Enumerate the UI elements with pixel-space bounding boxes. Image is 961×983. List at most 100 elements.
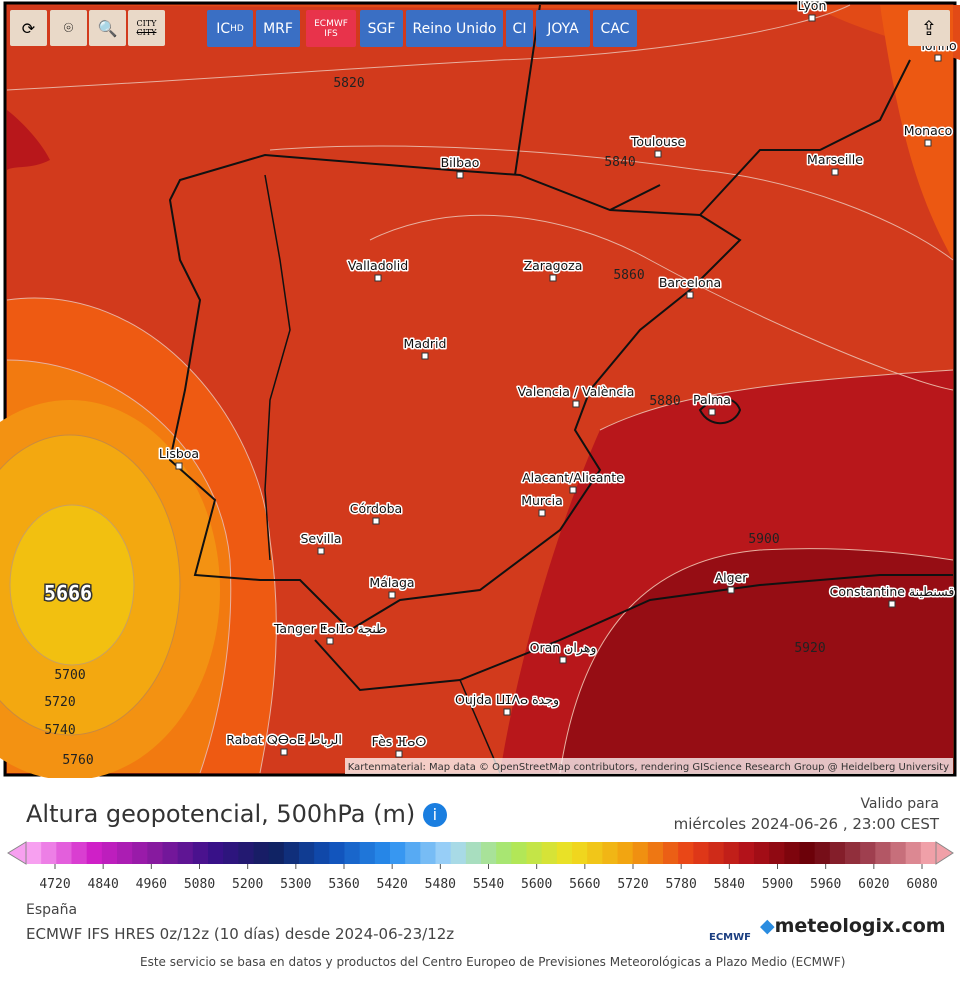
colorbar-swatch: [56, 842, 72, 864]
colorbar-swatch: [238, 842, 254, 864]
footer: Este servicio se basa en datos y product…: [140, 955, 846, 969]
contour-label: 5900: [748, 532, 779, 547]
colorbar-swatch: [177, 842, 194, 864]
colorbar-swatch: [26, 842, 42, 864]
button-label: IC: [216, 20, 231, 37]
colorbar-label: 5600: [521, 877, 552, 892]
colorbar-arrow: [935, 841, 954, 865]
city-marker: [175, 462, 183, 470]
colorbar-swatch: [572, 842, 588, 864]
region: España: [26, 902, 78, 918]
city-marker: [654, 150, 662, 158]
city-label: Monaco: [904, 123, 953, 138]
colorbar-swatch: [314, 842, 330, 864]
model-button[interactable]: IC HD: [207, 10, 253, 47]
zoom-button[interactable]: 🔍: [89, 10, 126, 46]
colorbar-label: 6020: [858, 877, 889, 892]
contour-label: 5740: [44, 723, 75, 738]
title-text: Altura geopotencial, 500hPa (m): [26, 800, 416, 828]
city-marker: [727, 586, 735, 594]
colorbar-swatch: [799, 842, 816, 864]
colorbar-swatch: [253, 842, 270, 864]
colorbar-swatch: [663, 842, 679, 864]
colorbar-swatch: [617, 842, 634, 864]
colorbar-label: 5960: [810, 877, 841, 892]
city-label: Valencia / València: [518, 384, 635, 399]
contours: [6, 4, 954, 774]
city-label: Oran وهران: [530, 640, 597, 656]
city-toggle[interactable]: CITY CITY: [128, 10, 165, 46]
city-text: CITY: [136, 28, 157, 37]
city-marker: [708, 408, 716, 416]
city-marker: [326, 637, 334, 645]
city-marker: [538, 509, 546, 517]
colorbar-swatch: [920, 842, 937, 864]
model-button[interactable]: SGF: [360, 10, 403, 47]
colorbar-swatch: [450, 842, 467, 864]
city-label: Lisboa: [159, 446, 199, 461]
city-label: Oujda ⵡⵊⴷⴰ وجدة: [455, 692, 559, 708]
city-marker: [934, 54, 942, 62]
city-label: Zaragoza: [524, 258, 583, 273]
colorbar-swatch: [101, 842, 118, 864]
colorbar-swatch: [192, 842, 209, 864]
button-sub: IFS: [324, 28, 338, 39]
button-label: MRF: [263, 20, 293, 37]
colorbar-swatch: [268, 842, 285, 864]
colorbar-swatch: [678, 842, 694, 864]
button-label: JOYA: [547, 20, 579, 37]
city-label: Lyon: [798, 0, 827, 13]
colorbar: 4720 4840 4960 5080 5200 5300 5360 5420 5480 5540…: [7, 841, 954, 892]
colorbar-arrow: [7, 841, 27, 865]
field: [560, 548, 953, 773]
city-text: CITY: [136, 19, 157, 28]
colorbar-swatch: [147, 842, 163, 864]
city-marker: [374, 274, 382, 282]
city-marker: [686, 291, 694, 299]
model-button[interactable]: MRF: [256, 10, 300, 47]
model-button[interactable]: Reino Unido: [406, 10, 503, 47]
colorbar-swatch: [738, 842, 755, 864]
model-button[interactable]: CI: [506, 10, 533, 47]
colorbar-swatch: [784, 842, 800, 864]
colorbar-label: 5660: [569, 877, 600, 892]
city-label: Córdoba: [350, 501, 402, 516]
button-label: SGF: [367, 20, 396, 37]
city-label: Fès ⴼⴰⵙ: [372, 734, 427, 749]
colorbar-label: 4720: [39, 877, 70, 892]
colorbar-swatch: [754, 842, 770, 864]
colorbar-label: 5540: [473, 877, 504, 892]
share-button[interactable]: ⇪: [908, 10, 950, 46]
city-marker: [503, 708, 511, 716]
city-label: Toulouse: [630, 134, 686, 149]
colorbar-label: 5480: [425, 877, 456, 892]
city-label: Alger: [715, 570, 749, 585]
model-button[interactable]: JOYA: [536, 10, 590, 47]
logo[interactable]: ◆meteologix.com: [760, 915, 946, 937]
field: [7, 5, 960, 60]
colorbar-label: 5080: [184, 877, 215, 892]
map: LyonTorinoMonacoToulouseMarseilleBilbaoV…: [0, 0, 960, 778]
contour-label: 5720: [44, 695, 75, 710]
city-marker: [888, 600, 896, 608]
info-icon[interactable]: i: [422, 803, 447, 827]
colorbar-swatch: [435, 842, 452, 864]
valid-time: miércoles 2024-06-26 , 23:00 CEST: [673, 815, 939, 833]
colorbar-label: 5200: [232, 877, 263, 892]
button-label: CI: [512, 20, 527, 37]
city-marker: [388, 591, 396, 599]
attribution: Kartenmaterial: Map data © OpenStreetMap…: [348, 762, 949, 773]
field: [7, 110, 50, 170]
reload-button[interactable]: ⟳: [10, 10, 47, 46]
colorbar-swatch: [132, 842, 148, 864]
colorbar-swatch: [299, 842, 315, 864]
colorbar-swatch: [556, 842, 573, 864]
location-button[interactable]: ⌾: [50, 10, 87, 46]
colorbar-swatch: [465, 842, 482, 864]
model-button[interactable]: CAC: [593, 10, 637, 47]
colorbar-swatch: [860, 842, 876, 864]
model-button[interactable]: ECMWF IFS: [306, 10, 356, 47]
city-label: Murcia: [521, 493, 563, 508]
contour-label: 5920: [794, 641, 825, 656]
